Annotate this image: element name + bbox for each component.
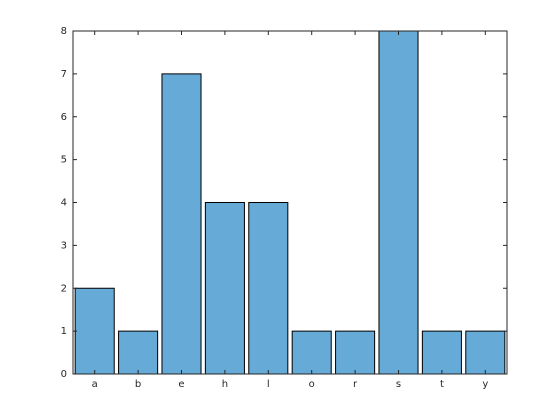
bar bbox=[378, 30, 419, 375]
y-tick-label: 4 bbox=[61, 198, 67, 209]
bar bbox=[74, 287, 115, 375]
y-tick-label: 1 bbox=[61, 326, 67, 337]
y-tick-label: 3 bbox=[61, 240, 67, 251]
x-tick-label: y bbox=[482, 379, 488, 390]
y-tick-label: 0 bbox=[61, 369, 67, 380]
x-tick-label: l bbox=[267, 379, 270, 390]
bar bbox=[291, 330, 332, 375]
x-tick-label: b bbox=[135, 379, 141, 390]
y-tick-label: 7 bbox=[61, 69, 67, 80]
y-tick-label: 2 bbox=[61, 283, 67, 294]
y-tick-label: 8 bbox=[61, 26, 67, 37]
bar bbox=[465, 330, 506, 375]
x-tick-label: h bbox=[222, 379, 228, 390]
bar bbox=[248, 202, 289, 375]
x-tick-label: t bbox=[440, 379, 444, 390]
bar bbox=[421, 330, 462, 375]
plot-area bbox=[73, 31, 507, 374]
x-tick-label: s bbox=[396, 379, 401, 390]
bar bbox=[335, 330, 376, 375]
bar bbox=[204, 202, 245, 375]
x-tick-label: e bbox=[178, 379, 184, 390]
y-tick-label: 5 bbox=[61, 155, 67, 166]
x-tick-label: a bbox=[92, 379, 98, 390]
bar bbox=[161, 73, 202, 375]
x-tick-label: o bbox=[309, 379, 315, 390]
x-tick-label: r bbox=[353, 379, 358, 390]
bar bbox=[118, 330, 159, 375]
y-tick-label: 6 bbox=[61, 112, 67, 123]
